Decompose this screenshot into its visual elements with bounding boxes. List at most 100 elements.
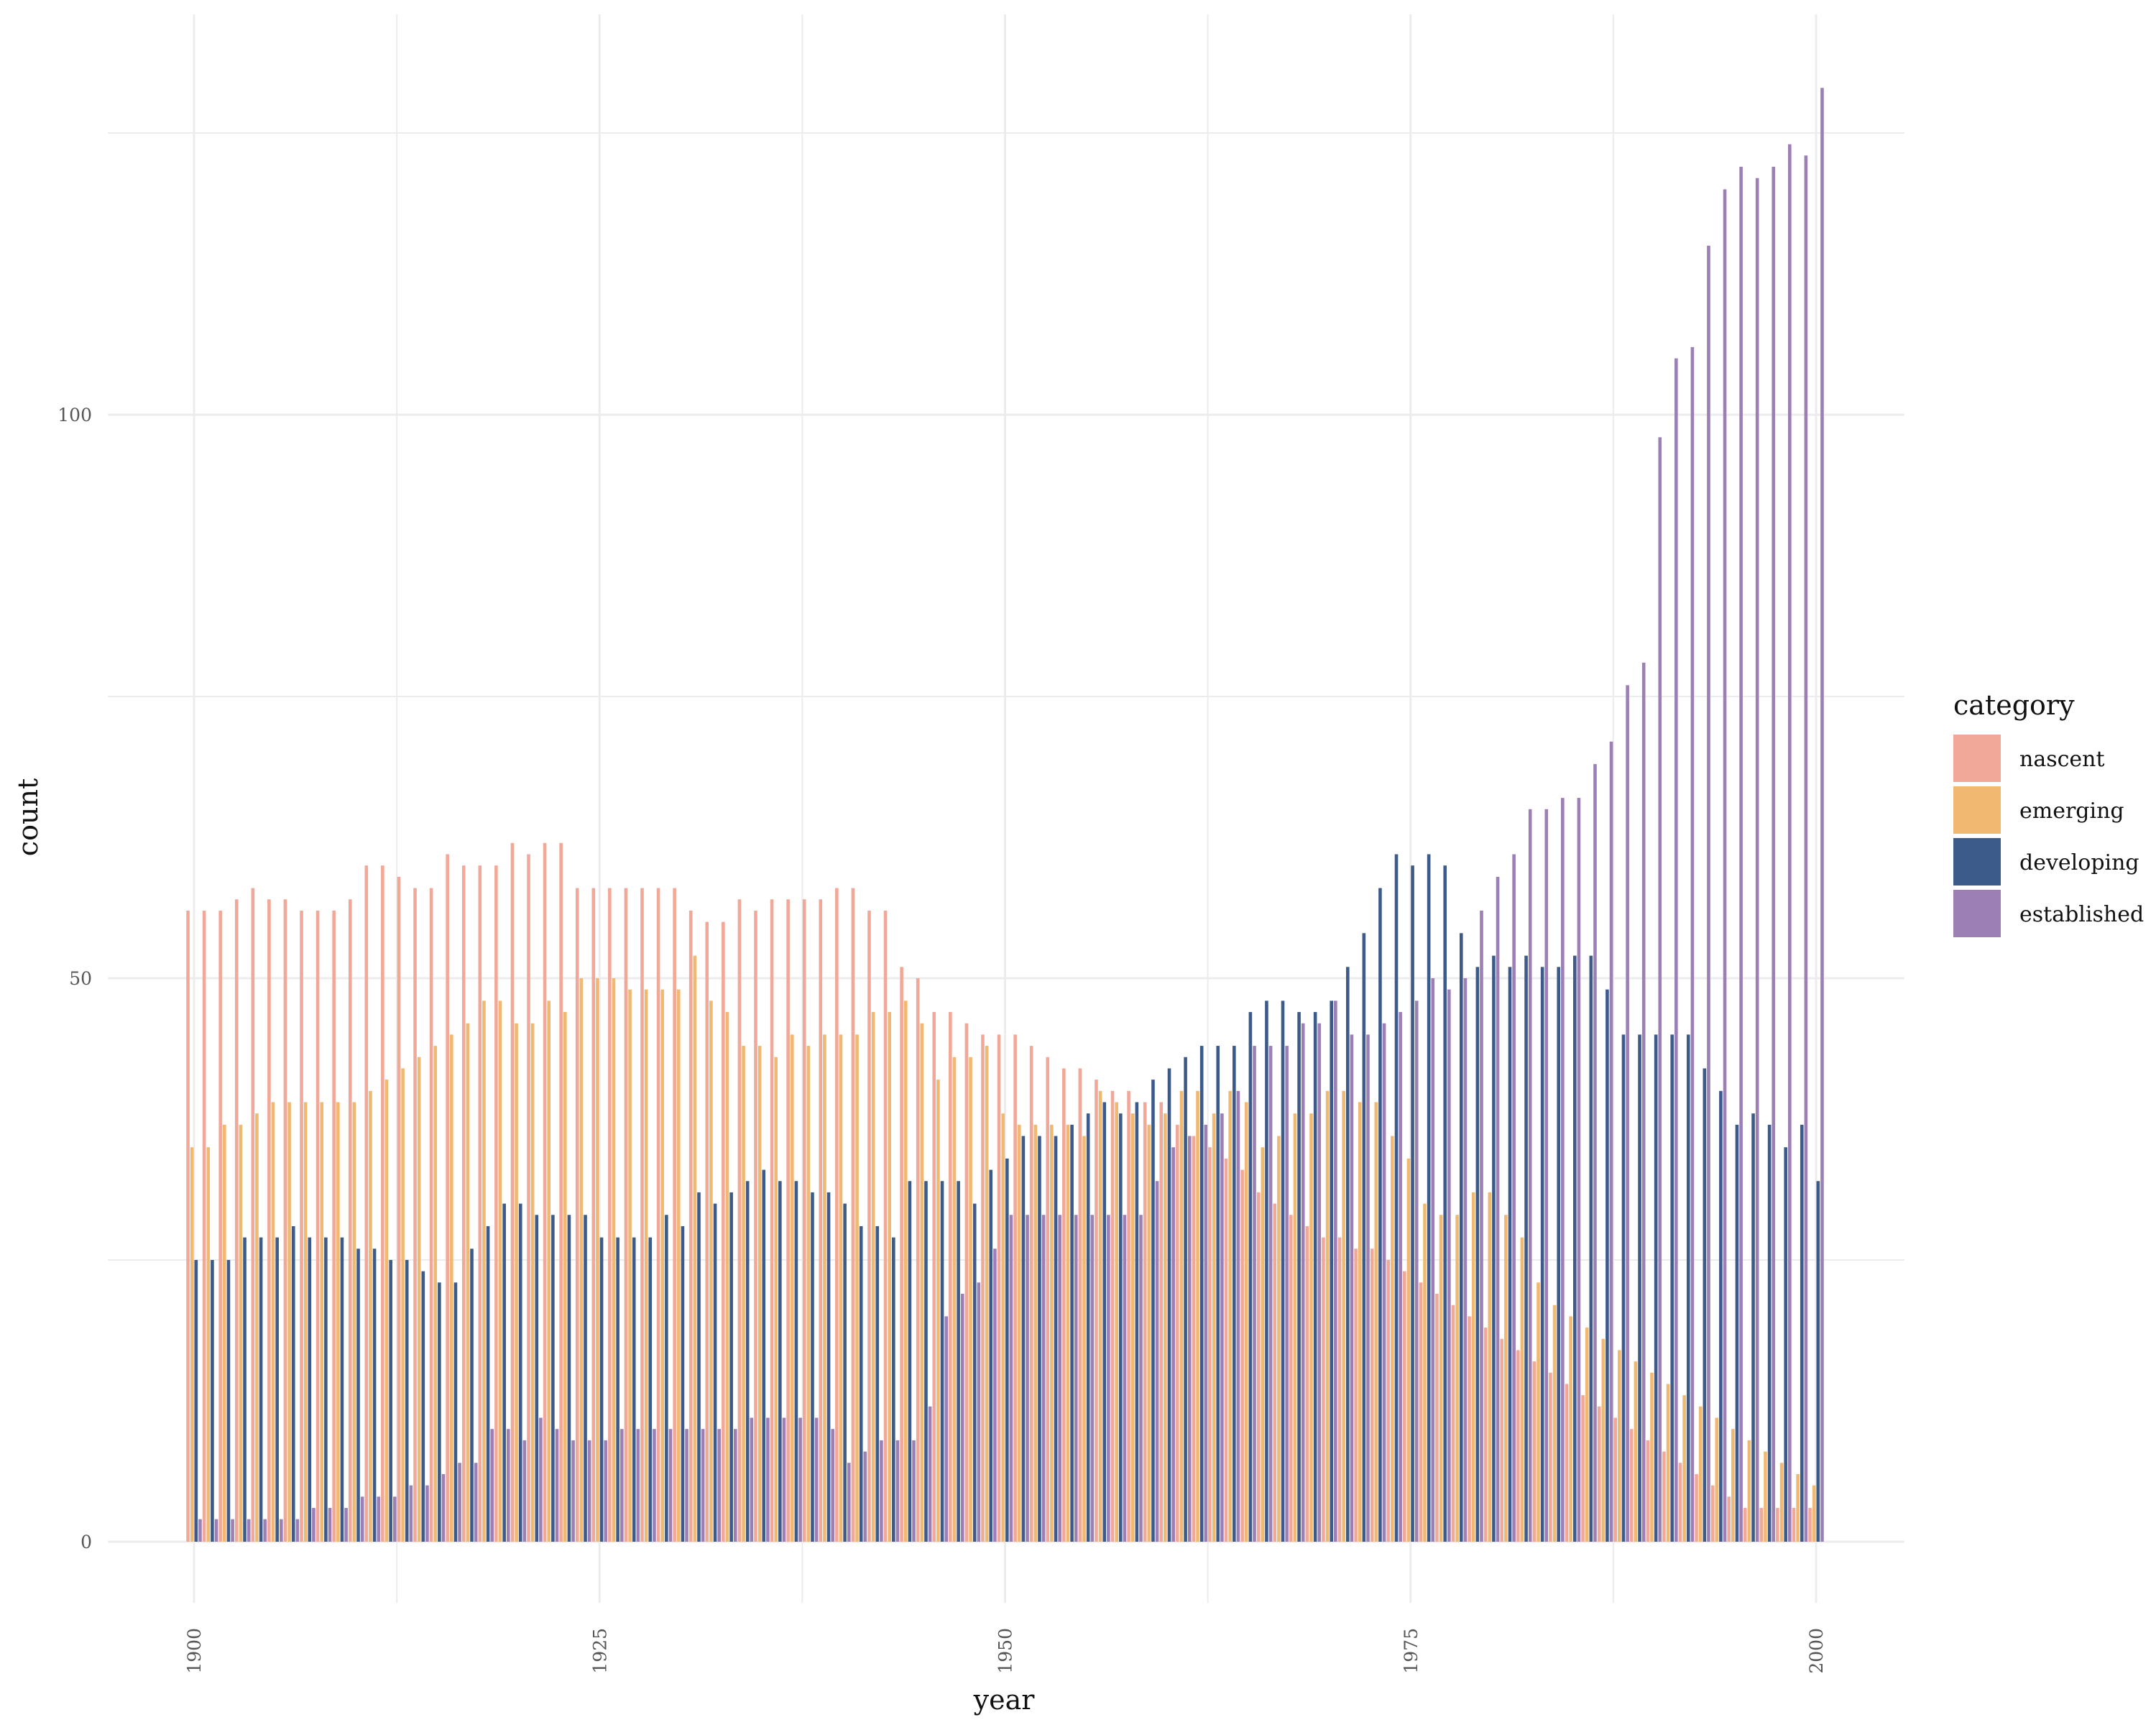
bar-emerging: [774, 1057, 778, 1542]
bar-emerging: [1423, 1203, 1427, 1542]
bar-nascent: [1305, 1225, 1309, 1542]
bar-established: [977, 1282, 981, 1542]
bar-emerging: [1050, 1124, 1054, 1542]
bar-emerging: [482, 1000, 486, 1542]
bar-nascent: [1776, 1507, 1779, 1542]
bar-established: [441, 1473, 446, 1542]
bar-established: [1528, 809, 1532, 1542]
bar-developing: [1572, 955, 1577, 1542]
bar-nascent: [1256, 1192, 1261, 1542]
bar-established: [1026, 1215, 1029, 1542]
bar-developing: [551, 1215, 555, 1542]
bar-emerging: [1812, 1485, 1816, 1542]
bar-nascent: [867, 910, 871, 1542]
bar-emerging: [352, 1102, 356, 1542]
bar-established: [912, 1440, 916, 1542]
bar-nascent: [656, 888, 660, 1542]
bar-emerging: [1796, 1473, 1800, 1542]
bar-developing: [308, 1237, 312, 1542]
bar-established: [409, 1485, 413, 1542]
bar-emerging: [320, 1102, 324, 1542]
bar-established: [1350, 1034, 1354, 1542]
bar-nascent: [1435, 1294, 1439, 1542]
bar-developing: [1767, 1124, 1772, 1542]
bar-developing: [1703, 1068, 1707, 1542]
series-developing: [194, 854, 1820, 1542]
bar-nascent: [575, 888, 579, 1542]
series-established: [198, 88, 1824, 1542]
bar-nascent: [186, 910, 190, 1542]
bar-established: [1447, 989, 1451, 1542]
bar-developing: [1670, 1034, 1674, 1542]
legend-item-nascent: nascent: [1953, 735, 2105, 782]
bar-nascent: [527, 854, 530, 1542]
bar-emerging: [498, 1000, 502, 1542]
bar-established: [1399, 1012, 1402, 1542]
bar-developing: [1524, 955, 1528, 1542]
bar-emerging: [1552, 1305, 1557, 1542]
bar-developing: [1589, 955, 1593, 1542]
bar-developing: [811, 1192, 814, 1542]
bar-established: [1739, 167, 1743, 1542]
bar-nascent: [916, 978, 920, 1542]
bar-nascent: [640, 888, 644, 1542]
bar-developing: [1038, 1136, 1041, 1542]
bar-emerging: [450, 1034, 453, 1542]
bar-nascent: [1402, 1271, 1406, 1542]
bar-nascent: [591, 888, 596, 1542]
bar-nascent: [997, 1034, 1001, 1542]
bar-emerging: [1439, 1215, 1443, 1542]
bar-developing: [1021, 1136, 1026, 1542]
bar-established: [880, 1440, 883, 1542]
bar-nascent: [737, 899, 742, 1542]
bar-emerging: [433, 1046, 438, 1542]
legend-label: nascent: [2019, 747, 2105, 772]
bar-established: [1155, 1181, 1159, 1542]
bar-developing: [826, 1192, 831, 1542]
bar-emerging: [985, 1046, 989, 1542]
bar-established: [1171, 1147, 1175, 1542]
bar-emerging: [417, 1057, 421, 1542]
bar-nascent: [267, 899, 271, 1542]
bar-nascent: [949, 1012, 952, 1542]
bar-emerging: [1066, 1124, 1070, 1542]
bar-emerging: [1244, 1102, 1248, 1542]
bar-emerging: [1731, 1429, 1735, 1542]
bar-established: [474, 1463, 478, 1542]
bar-established: [490, 1429, 494, 1542]
bar-established: [1561, 798, 1565, 1542]
legend-swatch: [1953, 890, 2001, 937]
bar-developing: [762, 1169, 766, 1542]
bar-established: [863, 1451, 867, 1542]
bar-emerging: [1115, 1102, 1118, 1542]
bar-nascent: [381, 865, 384, 1542]
bar-established: [587, 1440, 591, 1542]
bar-emerging: [1682, 1395, 1686, 1542]
bar-developing: [1800, 1124, 1804, 1542]
bar-established: [733, 1429, 737, 1542]
bar-developing: [1330, 1000, 1334, 1542]
bar-developing: [729, 1192, 733, 1542]
bar-nascent: [705, 921, 709, 1542]
bar-established: [944, 1316, 948, 1542]
bar-nascent: [770, 899, 774, 1542]
bar-developing: [486, 1225, 490, 1542]
bar-developing: [1054, 1136, 1058, 1542]
bar-nascent: [413, 888, 417, 1542]
x-tick-labels: 1900 1925 1950 1975 2000: [184, 1628, 1827, 1674]
bar-nascent: [964, 1023, 969, 1542]
bar-developing: [972, 1203, 977, 1542]
bar-developing: [924, 1181, 928, 1542]
bar-established: [604, 1440, 608, 1542]
bar-emerging: [952, 1057, 957, 1542]
bar-emerging: [742, 1046, 745, 1542]
bar-established: [798, 1417, 802, 1542]
bar-emerging: [1391, 1136, 1394, 1542]
bar-established: [960, 1294, 964, 1542]
bar-established: [198, 1519, 202, 1542]
bar-established: [1577, 798, 1581, 1542]
bar-emerging: [369, 1090, 372, 1542]
bar-established: [280, 1519, 283, 1542]
bar-developing: [211, 1260, 214, 1542]
